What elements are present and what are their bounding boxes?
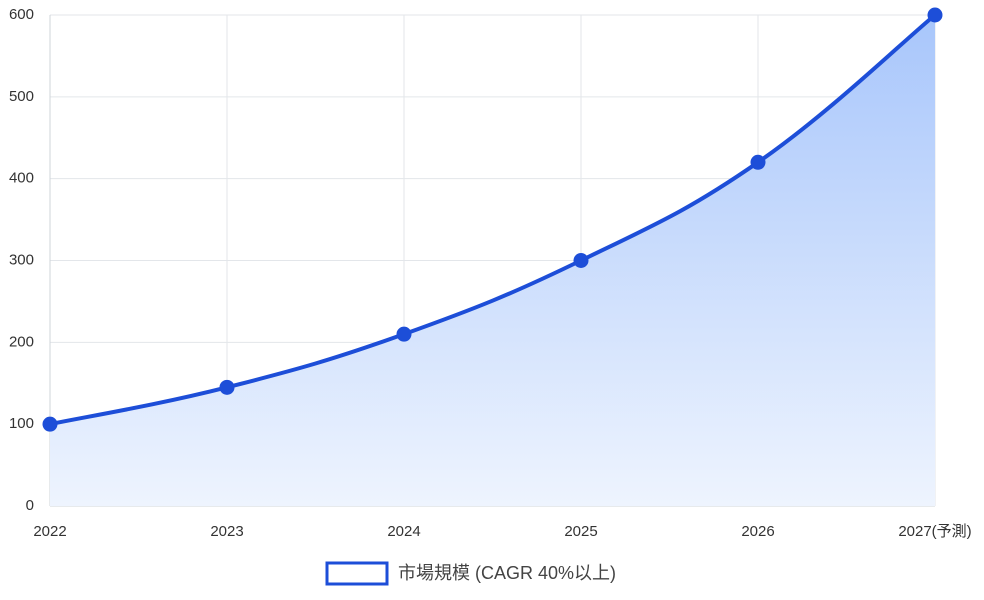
legend-text: 市場規模 (CAGR 40%以上) bbox=[398, 563, 616, 583]
x-tick-label: 2022 bbox=[33, 523, 66, 540]
area bbox=[50, 15, 935, 506]
point bbox=[396, 326, 412, 342]
y-tick-label: 200 bbox=[9, 333, 34, 350]
y-tick-label: 100 bbox=[9, 415, 34, 432]
y-tick-label: 400 bbox=[9, 170, 34, 187]
point bbox=[750, 154, 766, 170]
x-tick-label: 2024 bbox=[387, 523, 420, 540]
x-tick-label: 2027(予測) bbox=[898, 523, 971, 540]
legend-swatch bbox=[325, 561, 389, 586]
point bbox=[42, 416, 58, 432]
point bbox=[927, 7, 943, 23]
y-tick-label: 300 bbox=[9, 251, 34, 268]
x-tick-label: 2025 bbox=[564, 523, 597, 540]
y-tick-label: 600 bbox=[9, 6, 34, 23]
point bbox=[219, 379, 235, 395]
y-tick-label: 500 bbox=[9, 88, 34, 105]
y-tick-label: 0 bbox=[26, 497, 34, 514]
point bbox=[573, 253, 589, 268]
x-tick-label: 2026 bbox=[741, 523, 774, 540]
x-tick-label: 2023 bbox=[210, 523, 243, 540]
line bbox=[49, 13, 937, 427]
